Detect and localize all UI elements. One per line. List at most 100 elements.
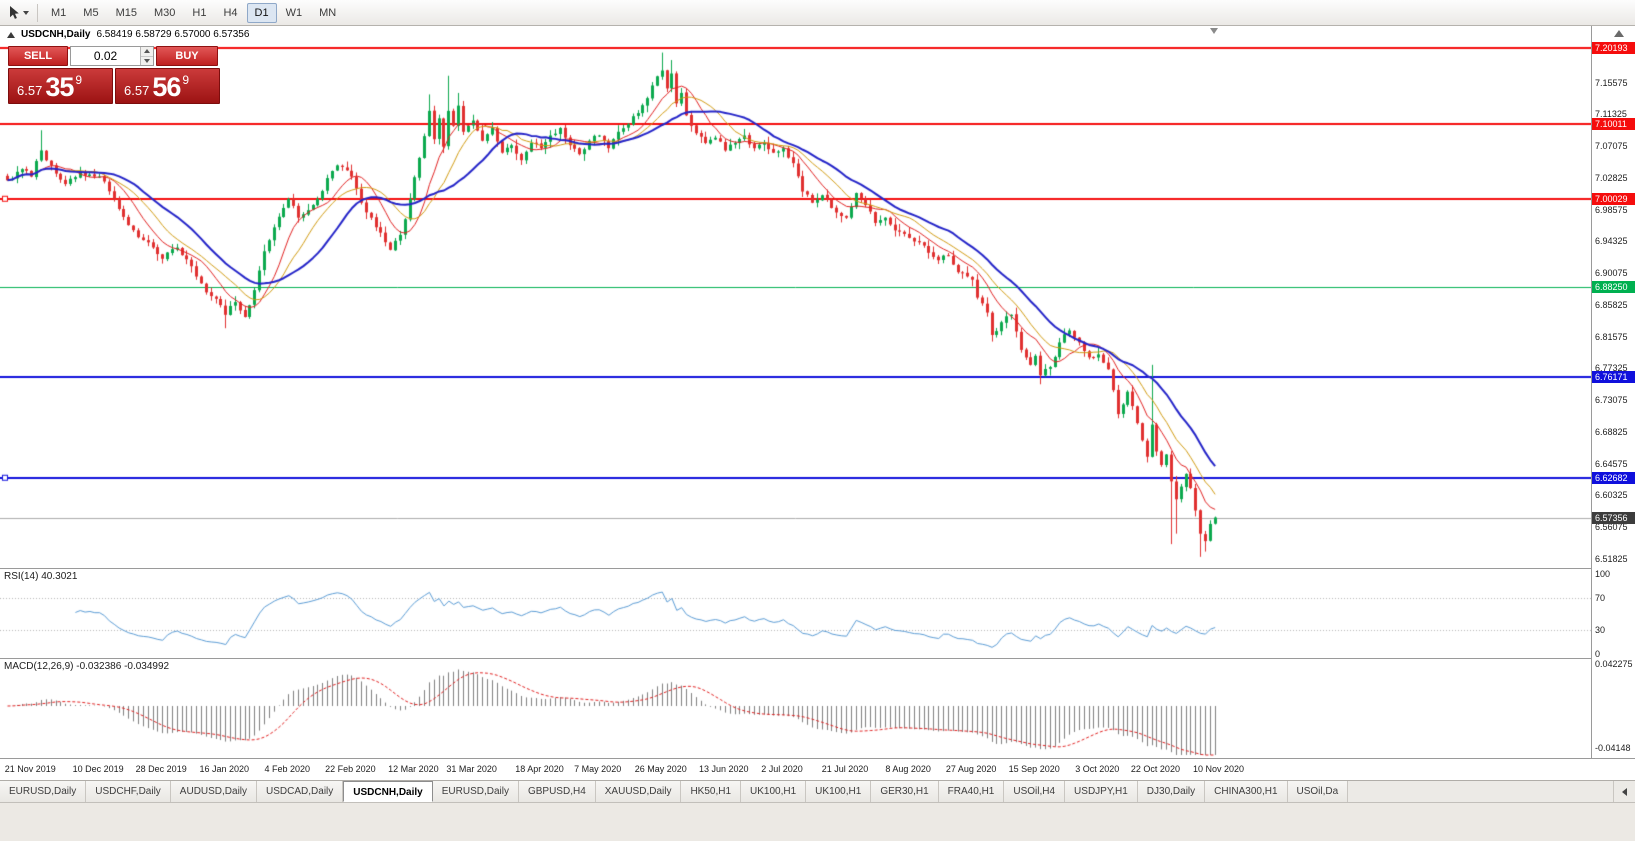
chart-tab-usdcad-daily[interactable]: USDCAD,Daily xyxy=(257,781,344,802)
date-axis-label: 18 Apr 2020 xyxy=(515,764,564,774)
date-axis-label: 22 Oct 2020 xyxy=(1130,764,1180,774)
chart-symbol-period: USDCNH,Daily xyxy=(21,29,91,40)
chart-tab-usdjpy-h1[interactable]: USDJPY,H1 xyxy=(1065,781,1138,802)
rsi-axis-tick: 0 xyxy=(1595,649,1601,659)
price-axis-tick: 6.64575 xyxy=(1595,458,1628,469)
price-axis-tick: 6.77325 xyxy=(1595,363,1628,374)
macd-axis-tick: -0.04148 xyxy=(1595,742,1631,753)
price-axis-tick: 6.85825 xyxy=(1595,299,1628,310)
date-axis-label: 2 Jul 2020 xyxy=(761,764,803,774)
date-axis-label: 21 Jul 2020 xyxy=(821,764,869,774)
macd-axis-tick: 0.042275 xyxy=(1595,658,1633,669)
price-axis-tick: 6.98575 xyxy=(1595,204,1628,215)
rsi-axis-tick: 100 xyxy=(1595,569,1611,579)
date-axis-label: 3 Oct 2020 xyxy=(1075,764,1120,774)
toolbar-separator xyxy=(37,3,38,22)
price-tag-support: 6.76171 xyxy=(1592,371,1635,383)
buy-price-pipette: 9 xyxy=(182,73,190,87)
one-click-trading-panel: SELL BUY 6.57 35 9 6.57 56 9 xyxy=(8,46,220,104)
timeframe-button-h4[interactable]: H4 xyxy=(223,6,238,19)
left-arrow-icon xyxy=(1622,787,1627,796)
sell-price-display[interactable]: 6.57 35 9 xyxy=(8,68,113,104)
collapse-panel-icon[interactable] xyxy=(7,31,15,38)
date-axis-label: 15 Sep 2020 xyxy=(1008,764,1060,774)
macd-indicator-label: MACD(12,26,9) -0.032386 -0.034992 xyxy=(4,661,170,672)
timeframe-button-m5[interactable]: M5 xyxy=(83,6,99,19)
timeframe-button-m1[interactable]: M1 xyxy=(51,6,67,19)
timeframe-button-h1[interactable]: H1 xyxy=(192,6,207,19)
up-arrow-icon xyxy=(144,49,150,54)
price-axis[interactable]: 7.15575 7.11325 7.07075 7.02825 6.98575 6.943… xyxy=(1591,26,1635,758)
timeframe-button-m30[interactable]: M30 xyxy=(153,6,176,19)
chart-tab-uk100-h1[interactable]: UK100,H1 xyxy=(741,781,807,802)
price-axis-tick: 7.02825 xyxy=(1595,172,1628,183)
sell-button[interactable]: SELL xyxy=(8,46,68,66)
price-axis-tick: 6.56075 xyxy=(1595,522,1628,533)
chart-tab-gbpusd-h4[interactable]: GBPUSD,H4 xyxy=(518,781,596,802)
price-axis-tick: 6.73075 xyxy=(1595,395,1628,406)
rsi-axis-tick: 30 xyxy=(1595,625,1606,635)
date-axis-label: 10 Nov 2020 xyxy=(1192,764,1245,774)
dropdown-caret-icon xyxy=(23,10,29,15)
timeframe-button-mn[interactable]: MN xyxy=(319,6,337,19)
date-axis-label: 10 Dec 2019 xyxy=(72,764,124,774)
rsi-axis-tick: 70 xyxy=(1595,593,1606,603)
date-axis-label: 16 Jan 2020 xyxy=(199,764,250,774)
price-tag-resistance: 7.10011 xyxy=(1592,118,1635,131)
tab-scroll-left-button[interactable] xyxy=(1613,781,1635,802)
price-axis-tick: 7.11325 xyxy=(1595,109,1627,120)
pane-separator[interactable] xyxy=(0,758,1635,759)
chart-tab-dj30-daily[interactable]: DJ30,Daily xyxy=(1137,781,1206,802)
chart-tab-hk50-h1[interactable]: HK50,H1 xyxy=(681,781,742,802)
buy-button[interactable]: BUY xyxy=(156,46,218,66)
scroll-up-icon[interactable] xyxy=(1614,30,1624,37)
timeframe-button-w1[interactable]: W1 xyxy=(285,6,303,19)
chart-tab-fra40-h1[interactable]: FRA40,H1 xyxy=(938,781,1005,802)
chart-tab-audusd-daily[interactable]: AUDUSD,Daily xyxy=(170,781,258,802)
rsi-indicator-label: RSI(14) 40.3021 xyxy=(4,571,78,582)
price-tag-resistance: 7.00029 xyxy=(1592,192,1635,205)
chart-title: USDCNH,Daily 6.58419 6.58729 6.57000 6.5… xyxy=(7,29,249,40)
chart-tab-china300-h1[interactable]: CHINA300,H1 xyxy=(1205,781,1288,802)
down-arrow-icon xyxy=(144,58,150,63)
chart-tabs: EURUSD,Daily USDCHF,Daily AUDUSD,Daily USDC… xyxy=(0,781,1612,802)
time-axis[interactable]: 21 Nov 2019 10 Dec 2019 28 Dec 2019 16 Jan … xyxy=(0,759,1635,780)
date-axis-label: 4 Feb 2020 xyxy=(264,764,311,774)
chart-tab-usoil-da[interactable]: USOil,Da xyxy=(1287,781,1349,802)
price-tag-support: 6.62682 xyxy=(1592,471,1635,484)
chart-tab-ger30-h1[interactable]: GER30,H1 xyxy=(871,781,939,802)
timeframe-button-d1[interactable]: D1 xyxy=(246,2,277,23)
volume-decrease-button[interactable] xyxy=(141,56,153,65)
buy-price-display[interactable]: 6.57 56 9 xyxy=(115,68,220,104)
chart-tab-eurusd-daily[interactable]: EURUSD,Daily xyxy=(0,781,87,802)
chart-tab-eurusd-daily[interactable]: EURUSD,Daily xyxy=(432,781,519,802)
status-bar xyxy=(0,802,1635,841)
price-tag-resistance: 7.20193 xyxy=(1592,42,1635,55)
pane-separator[interactable] xyxy=(0,658,1635,659)
chart-tab-bar: EURUSD,Daily USDCHF,Daily AUDUSD,Daily USDC… xyxy=(0,780,1635,802)
timeframe-button-m15[interactable]: M15 xyxy=(115,6,137,19)
price-axis-tick: 6.81575 xyxy=(1595,331,1628,342)
chart-tab-xauusd-daily[interactable]: XAUUSD,Daily xyxy=(595,781,682,802)
chart-tab-usdcnh-daily[interactable]: USDCNH,Daily xyxy=(343,781,433,802)
price-axis-tick: 7.07075 xyxy=(1595,141,1628,152)
pane-separator[interactable] xyxy=(0,568,1635,569)
trade-buttons-row: SELL BUY xyxy=(8,46,220,66)
price-chart-canvas[interactable] xyxy=(0,26,1591,758)
volume-box xyxy=(70,46,154,66)
volume-input[interactable] xyxy=(71,47,140,65)
date-axis-label: 7 May 2020 xyxy=(574,764,622,774)
cursor-tool-button[interactable] xyxy=(4,3,32,23)
price-tag-support: 6.88250 xyxy=(1592,280,1635,293)
date-axis-label: 13 Jun 2020 xyxy=(699,764,749,774)
chart-tab-usdchf-daily[interactable]: USDCHF,Daily xyxy=(86,781,171,802)
date-axis-label: 28 Dec 2019 xyxy=(135,764,187,774)
chart-tab-uk100-h1[interactable]: UK100,H1 xyxy=(806,781,872,802)
chart-tab-usoil-h4[interactable]: USOil,H4 xyxy=(1004,781,1066,802)
trade-prices-row: 6.57 35 9 6.57 56 9 xyxy=(8,68,220,104)
price-tag-current-price: 6.57356 xyxy=(1592,511,1635,524)
volume-increase-button[interactable] xyxy=(141,47,153,57)
date-axis-label: 8 Aug 2020 xyxy=(885,764,931,774)
timeframe-toolbar: M1 M5 M15 M30 H1 H4 D1 W1 MN xyxy=(0,0,1635,26)
